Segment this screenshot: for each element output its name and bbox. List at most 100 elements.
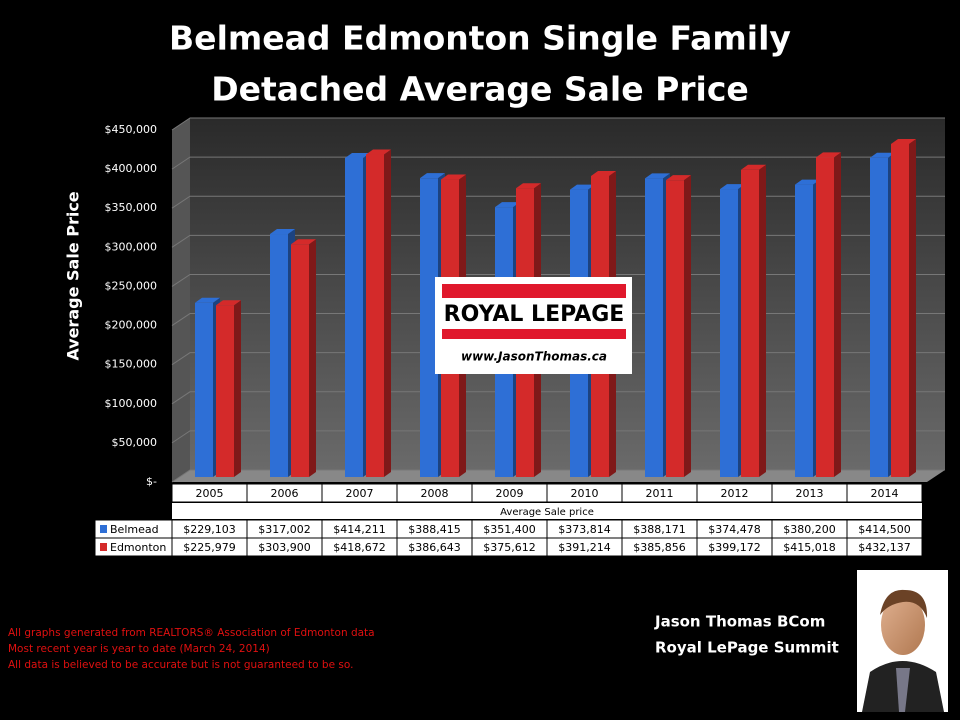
- table-value: $399,172: [708, 541, 761, 554]
- bar-top: [516, 183, 541, 189]
- photo-face: [881, 595, 925, 655]
- bar-front: [291, 244, 309, 477]
- legend-label: Belmead: [110, 523, 159, 536]
- bar: [666, 175, 691, 477]
- footnote: Most recent year is year to date (March …: [8, 643, 270, 655]
- bar-side: [234, 300, 241, 477]
- table-value: $388,415: [408, 523, 461, 536]
- logo-bar: [442, 284, 626, 298]
- logo: ROYAL LEPAGE www.JasonThomas.ca: [435, 277, 632, 374]
- table-value: $385,856: [633, 541, 686, 554]
- x-tick-label: 2013: [796, 487, 824, 500]
- bar-top: [195, 297, 220, 303]
- bar-top: [816, 152, 841, 158]
- table-value: $388,171: [633, 523, 686, 536]
- bar-top: [645, 173, 670, 179]
- logo-bar: [442, 329, 626, 339]
- bar-top: [270, 229, 295, 235]
- agent-photo: [857, 570, 948, 712]
- bar-front: [216, 305, 234, 477]
- y-tick-label: $200,000: [105, 319, 158, 332]
- bar: [216, 300, 241, 477]
- x-tick-label: 2007: [346, 487, 374, 500]
- bar: [891, 138, 916, 477]
- table-value: $380,200: [783, 523, 836, 536]
- grid-line: [171, 117, 945, 131]
- footnote: All data is believed to be accurate but …: [8, 659, 353, 671]
- logo-brand: ROYAL LEPAGE: [444, 302, 625, 327]
- table-value: $415,018: [783, 541, 836, 554]
- table-value: $414,500: [858, 523, 911, 536]
- x-tick-label: 2006: [271, 487, 299, 500]
- bar-side: [384, 149, 391, 477]
- x-tick-label: 2014: [871, 487, 899, 500]
- bar-front: [345, 157, 363, 478]
- y-tick-label: $400,000: [105, 162, 158, 175]
- grid-line: [171, 234, 945, 248]
- table-value: $374,478: [708, 523, 761, 536]
- bar-top: [345, 152, 370, 158]
- agent-company: Royal LePage Summit: [655, 639, 839, 657]
- chart-subtitle: Detached Average Sale Price: [211, 70, 749, 109]
- y-tick-label: $-: [146, 475, 157, 488]
- grid-line: [171, 313, 945, 326]
- chart-title: Belmead Edmonton Single Family: [169, 19, 791, 58]
- bar-front: [195, 302, 213, 477]
- table-value: $386,643: [408, 541, 461, 554]
- bar: [816, 152, 841, 477]
- bar-top: [591, 170, 616, 176]
- bar-front: [816, 157, 834, 477]
- bar-front: [420, 178, 438, 477]
- bar: [291, 239, 316, 477]
- bar-top: [741, 164, 766, 170]
- legend-label: Edmonton: [110, 541, 166, 554]
- bar: [741, 164, 766, 477]
- grid-line: [171, 156, 945, 170]
- bar-front: [870, 157, 888, 477]
- x-tick-label: 2005: [196, 487, 224, 500]
- table-cell: [846, 483, 923, 503]
- x-axis-label: Average Sale price: [500, 507, 594, 518]
- grid-line: [171, 430, 945, 444]
- bar-side: [759, 164, 766, 477]
- bar-front: [366, 154, 384, 477]
- y-tick-label: $150,000: [105, 358, 158, 371]
- bar-front: [795, 184, 813, 477]
- legend-swatch: [100, 543, 107, 551]
- table-value: $225,979: [183, 541, 236, 554]
- table-value: $229,103: [183, 523, 236, 536]
- bar-top: [795, 179, 820, 185]
- bar-top: [291, 239, 316, 245]
- x-tick-label: 2012: [721, 487, 749, 500]
- grid-line: [171, 273, 945, 287]
- grid-line: [171, 469, 945, 483]
- logo-url: www.JasonThomas.ca: [461, 350, 607, 364]
- table-value: $303,900: [258, 541, 311, 554]
- bar-top: [420, 173, 445, 179]
- bar-side: [309, 239, 316, 477]
- table-value: $414,211: [333, 523, 386, 536]
- bar-front: [741, 169, 759, 477]
- bar-front: [645, 178, 663, 477]
- y-tick-label: $50,000: [112, 436, 158, 449]
- y-tick-label: $450,000: [105, 123, 158, 136]
- y-tick-label: $300,000: [105, 240, 158, 253]
- y-tick-label: $350,000: [105, 201, 158, 214]
- table-value: $391,214: [558, 541, 611, 554]
- x-tick-label: 2011: [646, 487, 674, 500]
- table-value: $432,137: [858, 541, 911, 554]
- grid-line: [171, 195, 945, 209]
- photo-tie: [896, 668, 910, 712]
- table-cell: [846, 537, 923, 557]
- x-tick-label: 2010: [571, 487, 599, 500]
- side-wall: [172, 118, 190, 482]
- photo-hair: [880, 589, 928, 618]
- bar-front: [666, 180, 684, 477]
- table-value: $418,672: [333, 541, 386, 554]
- bar-top: [495, 202, 520, 208]
- table-value: $375,612: [483, 541, 536, 554]
- grid-line: [171, 352, 945, 366]
- table-value: $351,400: [483, 523, 536, 536]
- bar: [366, 149, 391, 477]
- bar-side: [834, 152, 841, 477]
